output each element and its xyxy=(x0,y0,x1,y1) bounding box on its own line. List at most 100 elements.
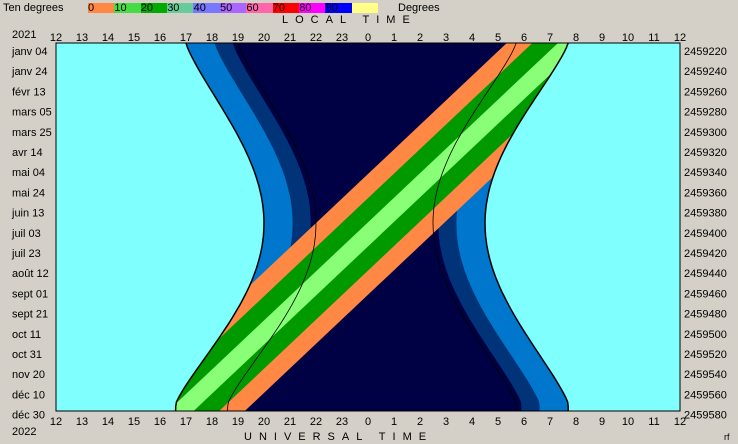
legend-right-label: Degrees xyxy=(398,2,440,14)
date-label: nov 20 xyxy=(12,369,45,381)
julian-day-label: 2459260 xyxy=(684,86,727,98)
legend-tick-label: 30 xyxy=(167,2,180,14)
date-label: déc 10 xyxy=(12,389,45,401)
julian-day-label: 2459520 xyxy=(684,349,727,361)
universal-hour-label: 16 xyxy=(154,416,166,428)
legend-swatch xyxy=(167,3,194,13)
universal-hour-label: 22 xyxy=(310,416,322,428)
universal-hour-label: 13 xyxy=(76,416,88,428)
local-hour-label: 14 xyxy=(102,32,114,44)
local-hour-label: 18 xyxy=(206,32,218,44)
legend-swatch xyxy=(193,3,220,13)
universal-hour-label: 3 xyxy=(443,416,449,428)
local-hour-label: 15 xyxy=(128,32,140,44)
universal-hour-label: 21 xyxy=(284,416,296,428)
local-hour-label: 23 xyxy=(336,32,348,44)
local-hour-label: 5 xyxy=(495,32,501,44)
local-hour-label: 12 xyxy=(674,32,686,44)
universal-hour-label: 14 xyxy=(102,416,114,428)
corner-year-top: 2021 xyxy=(12,29,37,41)
date-label: juil 23 xyxy=(11,248,41,260)
date-label: oct 11 xyxy=(12,329,41,341)
universal-hour-label: 1 xyxy=(391,416,397,428)
universal-hour-label: 12 xyxy=(50,416,62,428)
top-axis-title: LOCAL TIME xyxy=(282,14,417,26)
universal-hour-label: 19 xyxy=(232,416,244,428)
universal-hour-label: 0 xyxy=(365,416,371,428)
universal-hour-label: 15 xyxy=(128,416,140,428)
julian-day-label: 2459540 xyxy=(684,369,727,381)
julian-day-label: 2459560 xyxy=(684,389,727,401)
julian-day-label: 2459240 xyxy=(684,66,727,78)
legend-swatch xyxy=(272,3,299,13)
date-label: janv 04 xyxy=(11,46,47,58)
universal-hour-label: 5 xyxy=(495,416,501,428)
universal-hour-label: 17 xyxy=(180,416,192,428)
local-hour-label: 21 xyxy=(284,32,296,44)
local-hour-label: 1 xyxy=(391,32,397,44)
corner-year-bottom: 2022 xyxy=(12,426,37,438)
universal-hour-label: 9 xyxy=(599,416,605,428)
julian-day-label: 2459360 xyxy=(684,187,727,199)
legend-swatch xyxy=(88,3,115,13)
legend-swatch xyxy=(246,3,273,13)
date-label: mai 04 xyxy=(12,167,45,179)
legend-swatch xyxy=(219,3,247,13)
date-label: mai 24 xyxy=(12,187,45,199)
legend-tick-label: 10 xyxy=(114,2,127,14)
julian-day-label: 2459380 xyxy=(684,208,727,220)
date-label: sept 21 xyxy=(12,309,48,321)
bottom-axis-title: UNIVERSAL TIME xyxy=(244,431,434,443)
local-hour-label: 10 xyxy=(622,32,634,44)
local-hour-label: 7 xyxy=(547,32,553,44)
date-label: oct 31 xyxy=(12,349,42,361)
corner-right: rf xyxy=(724,432,730,442)
legend-swatch xyxy=(298,3,326,13)
julian-day-label: 2459220 xyxy=(684,46,727,58)
universal-hour-label: 4 xyxy=(469,416,475,428)
date-label: juil 03 xyxy=(11,228,41,240)
legend-tick-label: 50 xyxy=(220,2,233,14)
julian-day-label: 2459580 xyxy=(684,410,727,422)
legend-tick-label: 60 xyxy=(246,2,259,14)
local-hour-label: 13 xyxy=(76,32,88,44)
local-hour-label: 12 xyxy=(50,32,62,44)
sunset-curve xyxy=(227,42,317,412)
julian-day-label: 2459340 xyxy=(684,167,727,179)
universal-hour-label: 8 xyxy=(573,416,579,428)
legend-swatch xyxy=(351,3,378,13)
moon-band-high xyxy=(175,43,569,411)
julian-day-label: 2459420 xyxy=(684,248,727,260)
julian-day-label: 2459480 xyxy=(684,309,727,321)
sunrise-curve xyxy=(432,42,517,411)
julian-day-label: 2459460 xyxy=(684,288,727,300)
julian-day-label: 2459320 xyxy=(684,147,727,159)
universal-hour-label: 12 xyxy=(674,416,686,428)
universal-hour-label: 11 xyxy=(648,416,659,428)
legend-tick-label: 20 xyxy=(140,2,154,14)
julian-day-label: 2459440 xyxy=(684,268,727,280)
universal-hour-label: 23 xyxy=(336,416,348,428)
legend-left-label: Ten degrees xyxy=(3,2,64,14)
legend-swatch xyxy=(140,3,168,13)
universal-hour-label: 20 xyxy=(258,416,270,428)
local-hour-label: 0 xyxy=(365,32,371,44)
local-hour-label: 17 xyxy=(180,32,192,44)
date-label: août 12 xyxy=(12,268,49,280)
legend-tick-label: 40 xyxy=(193,2,206,14)
date-label: janv 24 xyxy=(11,66,47,78)
plot-frame xyxy=(55,42,681,412)
date-label: sept 01 xyxy=(12,288,48,300)
universal-hour-label: 6 xyxy=(521,416,527,428)
julian-day-label: 2459300 xyxy=(684,127,727,139)
local-hour-label: 4 xyxy=(469,32,475,44)
date-label: déc 30 xyxy=(12,410,45,422)
legend-colorbar xyxy=(88,3,378,13)
legend-tick-label: 90 xyxy=(325,2,338,14)
universal-hour-label: 2 xyxy=(417,416,423,428)
julian-day-label: 2459280 xyxy=(684,107,727,119)
date-label: mars 25 xyxy=(12,127,52,139)
julian-day-label: 2459500 xyxy=(684,329,727,341)
date-label: avr 14 xyxy=(12,147,43,159)
